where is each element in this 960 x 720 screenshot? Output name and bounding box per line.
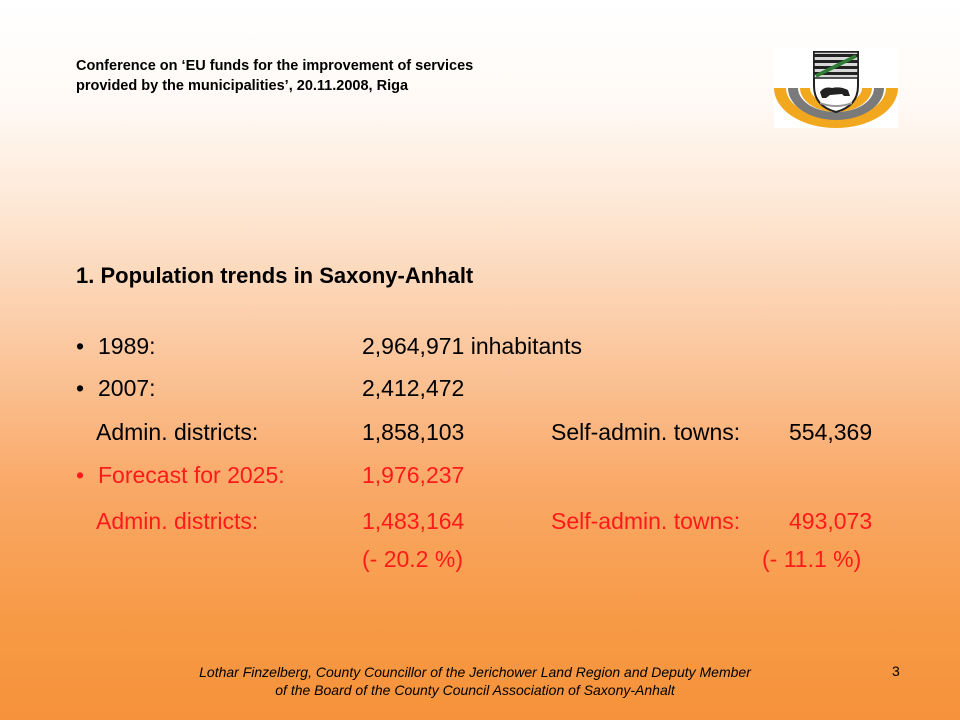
- bullet-marker: •: [76, 333, 85, 359]
- page-number: 3: [892, 663, 900, 679]
- districts-change: (- 20.2 %): [362, 546, 463, 572]
- districts-2025-label: Admin. districts:: [96, 508, 259, 534]
- bullet-marker: •: [76, 375, 85, 401]
- towns-2007-value: 554,369: [789, 419, 873, 445]
- bullet-marker: •: [76, 462, 85, 488]
- towns-change: (- 11.1 %): [762, 546, 862, 572]
- districts-2025-row: Admin. districts: 1,483,164 Self-admin. …: [96, 508, 872, 535]
- bullet-2007: • 2007: 2,412,472: [76, 375, 464, 402]
- population-1989: 2,964,971 inhabitants: [362, 333, 582, 359]
- coat-of-arms-logo: [774, 48, 898, 128]
- population-2007: 2,412,472: [362, 375, 465, 401]
- towns-2025-value: 493,073: [789, 508, 873, 534]
- forecast-2025-value: 1,976,237: [362, 462, 465, 488]
- districts-2007-row: Admin. districts: 1,858,103 Self-admin. …: [96, 419, 872, 446]
- districts-2007-label: Admin. districts:: [96, 419, 259, 445]
- header-line-2: provided by the municipalities’, 20.11.2…: [76, 78, 409, 94]
- forecast-2025-label: Forecast for 2025:: [98, 462, 285, 488]
- bullet-1989: • 1989: 2,964,971 inhabitants: [76, 333, 582, 360]
- towns-2007-label: Self-admin. towns:: [551, 419, 741, 445]
- year-2007-label: 2007:: [98, 375, 156, 401]
- districts-2025-value: 1,483,164: [362, 508, 465, 534]
- coat-of-arms-icon: [774, 51, 898, 128]
- header-line-1: Conference on ‘EU funds for the improvem…: [76, 58, 474, 74]
- footer-author: Lothar Finzelberg, County Councillor of …: [150, 663, 800, 699]
- conference-header: Conference on ‘EU funds for the improvem…: [76, 56, 736, 96]
- year-1989-label: 1989:: [98, 333, 156, 359]
- footer-line-2: of the Board of the County Council Assoc…: [275, 682, 675, 698]
- towns-2025-label: Self-admin. towns:: [551, 508, 741, 534]
- slide-title: 1. Population trends in Saxony-Anhalt: [76, 263, 474, 288]
- footer-line-1: Lothar Finzelberg, County Councillor of …: [199, 664, 751, 680]
- bullet-forecast-2025: • Forecast for 2025: 1,976,237: [76, 462, 464, 489]
- districts-2007-value: 1,858,103: [362, 419, 465, 445]
